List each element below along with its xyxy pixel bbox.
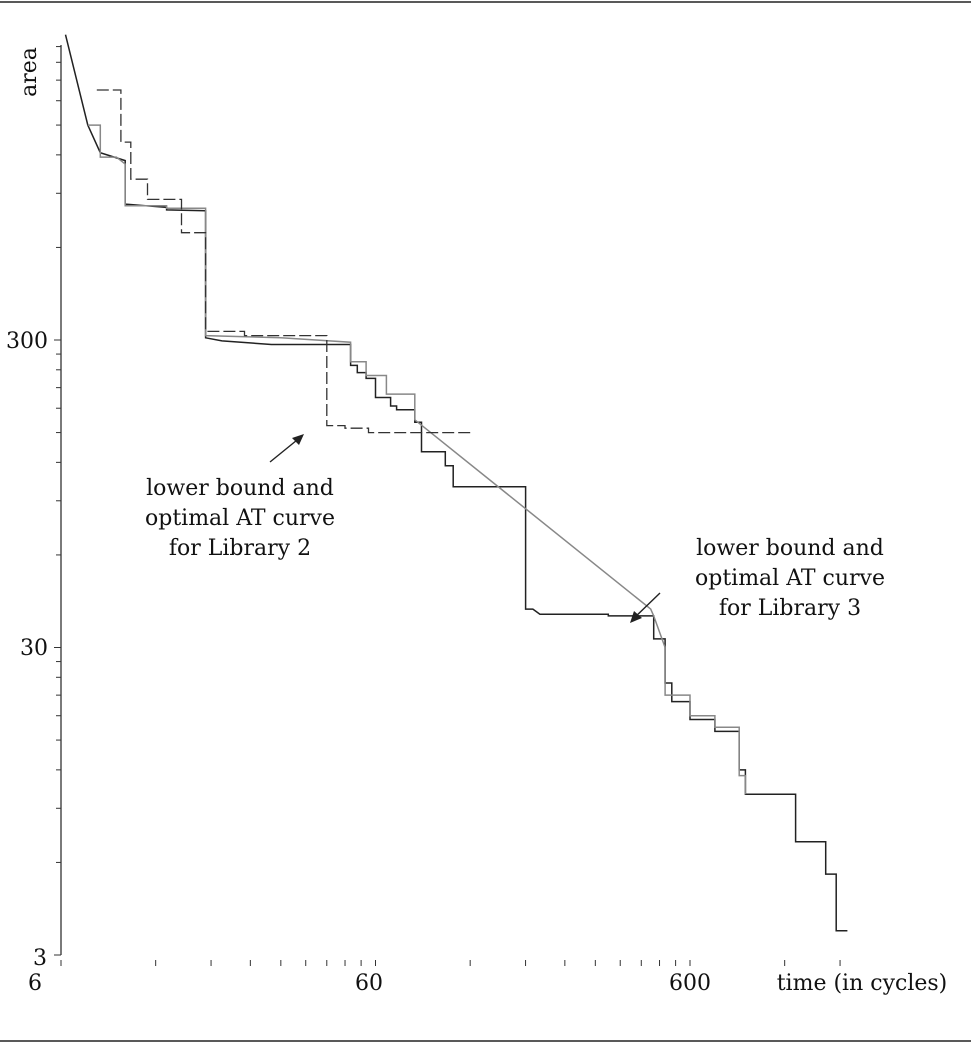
- x-tick-label-60: 60: [355, 971, 383, 996]
- x-axis-ticks: [60, 960, 841, 966]
- series-layer: [64, 34, 848, 932]
- x-axis-label: time (in cycles): [777, 971, 948, 996]
- annotation-library-2-arrowhead: [292, 434, 304, 445]
- annotation-library-3-arrowhead: [630, 611, 642, 623]
- annotation-library-3-line-3: for Library 3: [719, 596, 861, 621]
- y-tick-label-3: 3: [33, 946, 47, 971]
- annotation-library-3-line-1: lower bound and: [696, 536, 884, 561]
- y-tick-label-300: 300: [6, 329, 48, 354]
- y-axis-ticks: [54, 46, 61, 956]
- series-line-3: [96, 89, 471, 434]
- series-line-1: [64, 34, 848, 932]
- annotation-library-2-line-1: lower bound and: [146, 476, 334, 501]
- annotation-library-3-line-2: optimal AT curve: [695, 566, 885, 591]
- x-tick-label-600: 600: [669, 971, 711, 996]
- y-axis-label: area: [17, 47, 42, 97]
- annotation-library-2-line-3: for Library 2: [169, 536, 311, 561]
- annotation-library-2: lower bound and optimal AT curve for Lib…: [145, 434, 335, 561]
- annotation-library-2-line-2: optimal AT curve: [145, 506, 335, 531]
- annotation-library-3: lower bound and optimal AT curve for Lib…: [630, 536, 885, 623]
- x-tick-label-6: 6: [28, 971, 42, 996]
- y-tick-label-30: 30: [20, 636, 48, 661]
- series-line-2: [87, 124, 747, 795]
